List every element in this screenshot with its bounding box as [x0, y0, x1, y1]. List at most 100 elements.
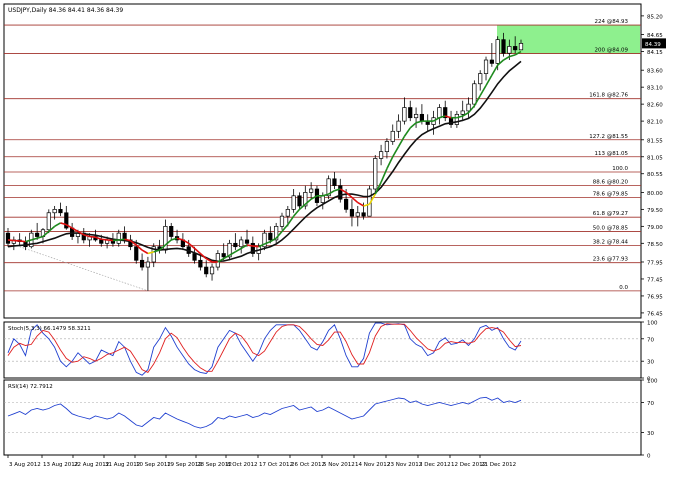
candle-body	[321, 196, 324, 203]
candle-body	[269, 233, 272, 240]
rsi-tick-label: 100	[647, 379, 658, 385]
candle-body	[47, 213, 50, 230]
candle-body	[339, 186, 342, 200]
candle-body	[245, 240, 248, 243]
candle-body	[204, 267, 207, 274]
x-tick-label: 10 Sep 2012	[136, 462, 171, 468]
price-tick-label: 77.45	[647, 277, 663, 283]
candle-body	[379, 152, 382, 159]
price-tick-label: 76.95	[647, 294, 663, 300]
candle-body	[508, 46, 511, 53]
x-tick-label: 26 Oct 2012	[291, 462, 325, 468]
candle-body	[193, 254, 196, 261]
price-tick-label: 80.00	[647, 191, 663, 197]
x-tick-label: 8 Oct 2012	[227, 462, 258, 468]
candle-body	[519, 43, 522, 49]
fib-label: 113 @81.05	[595, 151, 629, 157]
price-tick-label: 82.60	[647, 103, 663, 109]
candle-body	[484, 60, 487, 74]
x-tick-label: 14 Nov 2012	[355, 462, 390, 468]
price-tick-label: 81.55	[647, 138, 663, 144]
price-tick-label: 77.95	[647, 260, 663, 266]
candle-body	[53, 209, 56, 212]
candle-body	[239, 240, 242, 247]
candle-body	[408, 108, 411, 118]
candle-body	[490, 60, 493, 63]
fib-label: 78.6 @79.85	[593, 191, 629, 197]
price-tick-label: 79.50	[647, 208, 663, 214]
candle-body	[502, 40, 505, 54]
price-tick-label: 83.60	[647, 69, 663, 75]
candle-body	[374, 158, 377, 189]
fib-label: 224 @84.93	[595, 19, 629, 25]
candle-body	[146, 262, 149, 267]
ma-fast-segment	[90, 237, 96, 238]
stoch-tick-label: 70	[647, 337, 654, 343]
candle-body	[35, 233, 38, 236]
x-tick-label: 3 Aug 2012	[9, 462, 41, 468]
candle-body	[513, 46, 516, 49]
fib-label: 161.8 @82.76	[589, 93, 628, 99]
current-price-label: 84.39	[645, 42, 661, 48]
candle-body	[420, 114, 423, 121]
candle-body	[234, 243, 237, 246]
ma-fast-segment	[247, 245, 253, 246]
ma-fast-segment	[8, 240, 14, 241]
fib-label: 23.6 @77.93	[593, 257, 629, 263]
stoch-panel-frame	[4, 322, 641, 378]
candle-body	[414, 114, 417, 117]
x-tick-label: 5 Nov 2012	[323, 462, 355, 468]
price-tick-label: 82.10	[647, 120, 663, 126]
ma-fast-segment	[20, 241, 26, 242]
stoch-tick-label: 30	[647, 360, 654, 366]
candle-body	[397, 121, 400, 131]
candle-body	[309, 189, 312, 192]
fib-label: 50.0 @78.85	[593, 225, 629, 231]
price-tick-label: 85.20	[647, 14, 663, 20]
fib-label: 0.0	[619, 285, 628, 291]
candle-body	[280, 216, 283, 226]
x-tick-label: 17 Oct 2012	[259, 462, 293, 468]
x-tick-label: 3 Dec 2012	[419, 462, 451, 468]
rsi-tick-label: 30	[647, 431, 654, 437]
x-tick-label: 23 Nov 2012	[387, 462, 422, 468]
candle-body	[455, 114, 458, 124]
candle-body	[6, 233, 9, 243]
x-tick-label: 22 Aug 2012	[74, 462, 109, 468]
candle-body	[344, 199, 347, 209]
price-tick-label: 79.00	[647, 225, 663, 231]
candle-body	[333, 179, 336, 186]
candle-body	[362, 213, 365, 216]
candle-body	[403, 108, 406, 122]
fib-label: 100.0	[612, 166, 628, 172]
rsi-tick-label: 0	[647, 454, 651, 460]
candle-body	[391, 131, 394, 141]
price-tick-label: 84.15	[647, 50, 663, 56]
x-tick-label: 21 Dec 2012	[481, 462, 516, 468]
candle-body	[135, 247, 138, 261]
ma-fast-segment	[113, 240, 119, 241]
candle-body	[117, 233, 120, 243]
fib-label: 127.2 @81.55	[589, 134, 628, 140]
ma-fast-segment	[253, 246, 259, 247]
chart-header: USDJPY,Daily 84.36 84.41 84.36 84.39	[8, 7, 123, 14]
price-tick-label: 81.05	[647, 155, 663, 161]
candle-body	[222, 254, 225, 257]
ma-fast-segment	[107, 240, 113, 241]
fib-label: 200 @84.09	[595, 48, 629, 54]
price-tick-label: 80.55	[647, 172, 663, 178]
price-tick-label: 76.45	[647, 311, 663, 317]
rsi-tick-label: 70	[647, 401, 654, 407]
candle-body	[461, 111, 464, 114]
fib-label: 88.6 @80.20	[593, 180, 629, 186]
candle-body	[292, 196, 295, 210]
candle-body	[298, 196, 301, 206]
candle-body	[385, 141, 388, 151]
candle-body	[467, 104, 470, 111]
ma-fast-segment	[101, 239, 107, 240]
fib-label: 61.8 @79.27	[593, 211, 629, 217]
x-tick-label: 13 Aug 2012	[43, 462, 78, 468]
price-tick-label: 78.50	[647, 242, 663, 248]
